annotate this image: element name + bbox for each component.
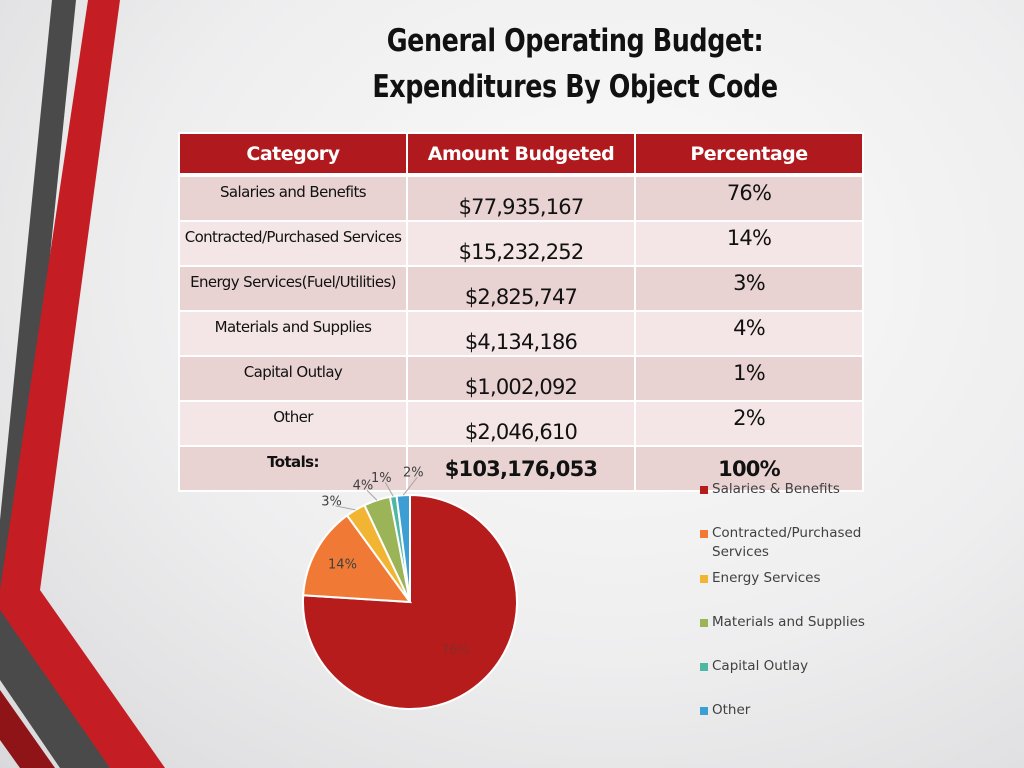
category-cell: Other xyxy=(178,400,408,447)
legend-item: Capital Outlay xyxy=(700,657,808,676)
pie-data-label: 14% xyxy=(328,557,357,572)
table-header-row: Category Amount Budgeted Percentage xyxy=(178,132,864,177)
column-header-percentage: Percentage xyxy=(634,132,864,177)
legend-item: Energy Services xyxy=(700,569,820,588)
legend-swatch xyxy=(700,663,708,671)
percentage-cell: 2% xyxy=(634,400,864,447)
pie-slice-contracted-purchased-services xyxy=(302,514,413,604)
pie-leader-line xyxy=(402,476,418,496)
amount-cell: $2,046,610 xyxy=(406,400,636,447)
slide-title: General Operating Budget: Expenditures B… xyxy=(292,18,858,110)
totals-amount: $103,176,053 xyxy=(406,445,636,492)
category-cell: Energy Services(Fuel/Utilities) xyxy=(178,265,408,312)
slide-decoration xyxy=(0,0,165,768)
legend-item: Contracted/Purchased Services xyxy=(700,524,872,562)
pie-slice-salaries-benefits xyxy=(302,493,518,710)
amount-cell: $77,935,167 xyxy=(406,174,636,222)
legend-swatch xyxy=(700,707,708,715)
amount-cell: $1,002,092 xyxy=(406,355,636,402)
pie-data-label: 2% xyxy=(403,466,424,481)
table-row: Materials and Supplies $4,134,186 4% xyxy=(178,310,864,357)
category-cell: Capital Outlay xyxy=(178,355,408,402)
pie-data-label: 1% xyxy=(371,471,392,486)
legend-item: Other xyxy=(700,701,750,720)
legend-label: Other xyxy=(712,702,751,718)
deco-red-stripe-bottom xyxy=(0,590,165,768)
table-row: Contracted/Purchased Services $15,232,25… xyxy=(178,220,864,267)
deco-grey-stripe-bottom xyxy=(0,610,110,768)
legend-label: Materials and Supplies xyxy=(712,614,865,630)
category-cell: Materials and Supplies xyxy=(178,310,408,357)
percentage-cell: 14% xyxy=(634,220,864,267)
pie-data-label: 76% xyxy=(441,643,470,658)
legend-item: Salaries & Benefits xyxy=(700,480,840,499)
amount-cell: $15,232,252 xyxy=(406,220,636,267)
deco-grey-stripe-top xyxy=(0,0,76,590)
pie-chart: 76% 14% 3% 4%1% 2% xyxy=(302,466,518,710)
table-row: Salaries and Benefits $77,935,167 76% xyxy=(178,174,864,222)
category-cell: Contracted/Purchased Services xyxy=(178,220,408,267)
totals-label: Totals: xyxy=(178,445,408,492)
category-cell: Salaries and Benefits xyxy=(178,174,408,222)
column-header-category: Category xyxy=(178,132,408,177)
pie-data-label: 3% xyxy=(321,494,342,509)
legend-label: Contracted/Purchased Services xyxy=(712,525,862,560)
slide-title-line1: General Operating Budget: xyxy=(386,23,764,59)
budget-table: Category Amount Budgeted Percentage Sala… xyxy=(178,132,864,492)
percentage-cell: 76% xyxy=(634,174,864,222)
table-row: Energy Services(Fuel/Utilities) $2,825,7… xyxy=(178,265,864,312)
pie-leader-line xyxy=(366,489,378,501)
totals-row: Totals: $103,176,053 100% xyxy=(178,445,864,492)
legend-swatch xyxy=(700,619,708,627)
legend-label: Salaries & Benefits xyxy=(712,481,840,497)
percentage-cell: 1% xyxy=(634,355,864,402)
percentage-cell: 3% xyxy=(634,265,864,312)
amount-cell: $2,825,747 xyxy=(406,265,636,312)
pie-leader-line xyxy=(384,482,394,497)
legend-label: Energy Services xyxy=(712,570,821,586)
totals-percentage: 100% xyxy=(634,445,864,492)
legend-swatch xyxy=(700,486,708,494)
legend-swatch xyxy=(700,575,708,583)
deco-dark-red-stripe-bottom xyxy=(0,690,55,768)
legend-item: Materials and Supplies xyxy=(700,613,865,632)
legend-label: Capital Outlay xyxy=(712,658,809,674)
pie-slice-other xyxy=(395,493,411,603)
slide-title-line2: Expenditures By Object Code xyxy=(372,69,778,105)
table-row: Capital Outlay $1,002,092 1% xyxy=(178,355,864,402)
pie-data-label: 4% xyxy=(353,479,374,494)
table-row: Other $2,046,610 2% xyxy=(178,400,864,447)
percentage-cell: 4% xyxy=(634,310,864,357)
column-header-amount: Amount Budgeted xyxy=(406,132,636,177)
deco-red-stripe-top xyxy=(0,0,120,600)
amount-cell: $4,134,186 xyxy=(406,310,636,357)
legend-swatch xyxy=(700,530,708,538)
pie-leader-line xyxy=(335,505,356,511)
